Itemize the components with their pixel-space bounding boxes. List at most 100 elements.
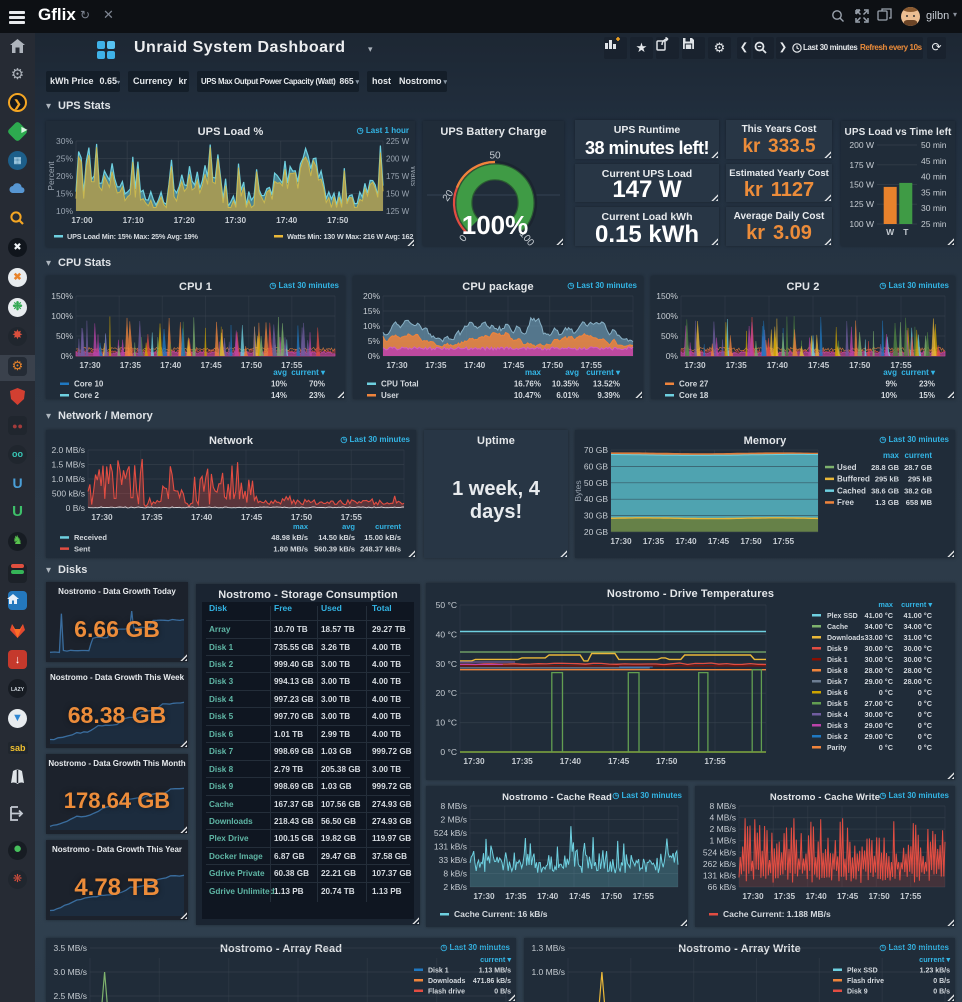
svg-text:17:35: 17:35 <box>512 756 534 766</box>
svg-text:current: current <box>904 451 932 460</box>
svg-text:17:50: 17:50 <box>868 891 890 901</box>
svg-text:30.00 °C: 30.00 °C <box>904 644 933 653</box>
svg-text:17:55: 17:55 <box>281 360 303 370</box>
svg-text:29.00 °C: 29.00 °C <box>865 721 894 730</box>
svg-text:Cache Current: 1.188 MB/s: Cache Current: 1.188 MB/s <box>723 909 831 919</box>
svg-text:17:55: 17:55 <box>890 360 912 370</box>
svg-text:20%: 20% <box>363 291 380 301</box>
svg-text:50 °C: 50 °C <box>436 600 457 610</box>
svg-text:30.00 °C: 30.00 °C <box>865 710 894 719</box>
svg-text:Watts: Watts <box>409 166 415 186</box>
svg-text:0 B/s: 0 B/s <box>66 503 85 513</box>
svg-text:Cache Current: 16 kB/s: Cache Current: 16 kB/s <box>454 909 548 919</box>
svg-text:17:30: 17:30 <box>473 891 495 901</box>
svg-text:33.00 °C: 33.00 °C <box>865 633 894 642</box>
svg-text:9%: 9% <box>885 380 897 389</box>
svg-text:50%: 50% <box>661 331 678 341</box>
svg-text:Plex SSD: Plex SSD <box>827 613 858 620</box>
svg-text:17:35: 17:35 <box>726 360 748 370</box>
svg-text:70 GB: 70 GB <box>584 445 608 455</box>
svg-text:Used: Used <box>837 463 857 472</box>
svg-text:16.76%: 16.76% <box>514 380 541 389</box>
svg-text:38.2 GB: 38.2 GB <box>904 486 933 495</box>
svg-text:150%: 150% <box>51 291 73 301</box>
svg-text:40 °C: 40 °C <box>436 629 457 639</box>
svg-text:1.0 MB/s: 1.0 MB/s <box>51 474 85 484</box>
svg-text:524 kB/s: 524 kB/s <box>703 847 736 857</box>
svg-text:10%: 10% <box>271 380 287 389</box>
svg-text:17:55: 17:55 <box>581 360 603 370</box>
svg-text:17:50: 17:50 <box>241 360 263 370</box>
svg-text:max: max <box>293 522 309 531</box>
svg-text:100%: 100% <box>51 311 73 321</box>
svg-text:17:45: 17:45 <box>808 360 830 370</box>
svg-text:Disk 5: Disk 5 <box>827 701 848 708</box>
svg-text:15%: 15% <box>363 306 380 316</box>
svg-text:13.52%: 13.52% <box>593 380 620 389</box>
svg-text:User: User <box>381 391 399 399</box>
svg-text:Disk 9: Disk 9 <box>827 646 848 653</box>
svg-text:0 °C: 0 °C <box>918 710 933 719</box>
svg-text:29.00 °C: 29.00 °C <box>865 732 894 741</box>
svg-text:0%: 0% <box>368 351 381 361</box>
svg-text:17:35: 17:35 <box>141 512 163 522</box>
svg-text:avg: avg <box>273 368 287 377</box>
svg-text:UPS Load Min: 15% Max: 25%: UPS Load Min: 15% Max: 25% Avg: 19% <box>67 232 198 241</box>
svg-text:17:35: 17:35 <box>643 536 665 546</box>
svg-text:Parity: Parity <box>827 745 847 752</box>
svg-text:0 °C: 0 °C <box>918 743 933 752</box>
svg-text:125 W: 125 W <box>386 207 410 216</box>
svg-text:Downloads: Downloads <box>827 635 864 642</box>
svg-text:17:10: 17:10 <box>123 215 145 225</box>
svg-text:17:40: 17:40 <box>675 536 697 546</box>
svg-text:17:50: 17:50 <box>849 360 871 370</box>
svg-text:40 GB: 40 GB <box>584 494 608 504</box>
svg-text:50: 50 <box>489 151 501 162</box>
svg-text:3.5 MB/s: 3.5 MB/s <box>53 943 87 953</box>
svg-text:17:30: 17:30 <box>463 756 485 766</box>
svg-text:17:35: 17:35 <box>425 360 447 370</box>
svg-text:17:30: 17:30 <box>684 360 706 370</box>
svg-text:Flash drive: Flash drive <box>847 978 884 985</box>
svg-text:max: max <box>525 368 542 377</box>
svg-text:125 W: 125 W <box>849 199 874 209</box>
svg-text:8 kB/s: 8 kB/s <box>443 869 467 879</box>
svg-text:29.00 °C: 29.00 °C <box>865 677 894 686</box>
svg-text:Cache: Cache <box>827 624 848 631</box>
svg-text:17:35: 17:35 <box>774 891 796 901</box>
svg-text:150%: 150% <box>656 291 678 301</box>
svg-text:Cached: Cached <box>837 486 866 495</box>
svg-text:2.0 MB/s: 2.0 MB/s <box>51 445 85 455</box>
svg-text:175 W: 175 W <box>849 160 874 170</box>
svg-text:17:55: 17:55 <box>633 891 655 901</box>
svg-text:2 MB/s: 2 MB/s <box>441 815 467 825</box>
svg-text:175 W: 175 W <box>386 172 410 181</box>
svg-text:9.39%: 9.39% <box>597 391 620 399</box>
svg-text:70%: 70% <box>309 380 325 389</box>
svg-text:17:40: 17:40 <box>276 215 298 225</box>
svg-text:658 MB: 658 MB <box>906 498 933 507</box>
svg-text:Core 18: Core 18 <box>679 391 709 399</box>
svg-text:max: max <box>883 451 900 460</box>
svg-text:66 kB/s: 66 kB/s <box>708 882 736 892</box>
svg-text:0 B/s: 0 B/s <box>494 989 511 996</box>
svg-text:0 °C: 0 °C <box>879 743 894 752</box>
svg-text:6.01%: 6.01% <box>556 391 579 399</box>
svg-text:current ▾: current ▾ <box>291 368 326 377</box>
svg-text:Disk 2: Disk 2 <box>827 734 848 741</box>
svg-text:1.5 MB/s: 1.5 MB/s <box>51 460 85 470</box>
svg-text:1.23 kB/s: 1.23 kB/s <box>920 968 950 975</box>
svg-text:33 kB/s: 33 kB/s <box>439 855 467 865</box>
svg-text:100%: 100% <box>656 311 678 321</box>
svg-text:0 °C: 0 °C <box>918 688 933 697</box>
svg-text:Plex SSD: Plex SSD <box>847 968 878 975</box>
svg-text:17:40: 17:40 <box>537 891 559 901</box>
svg-text:4 MB/s: 4 MB/s <box>710 813 736 823</box>
svg-text:17:45: 17:45 <box>708 536 730 546</box>
svg-text:15%: 15% <box>919 391 935 399</box>
svg-text:17:45: 17:45 <box>837 891 859 901</box>
svg-text:Buffered: Buffered <box>837 475 870 484</box>
svg-text:1.0 MB/s: 1.0 MB/s <box>531 967 565 977</box>
svg-text:17:40: 17:40 <box>160 360 182 370</box>
svg-text:Received: Received <box>74 533 107 542</box>
